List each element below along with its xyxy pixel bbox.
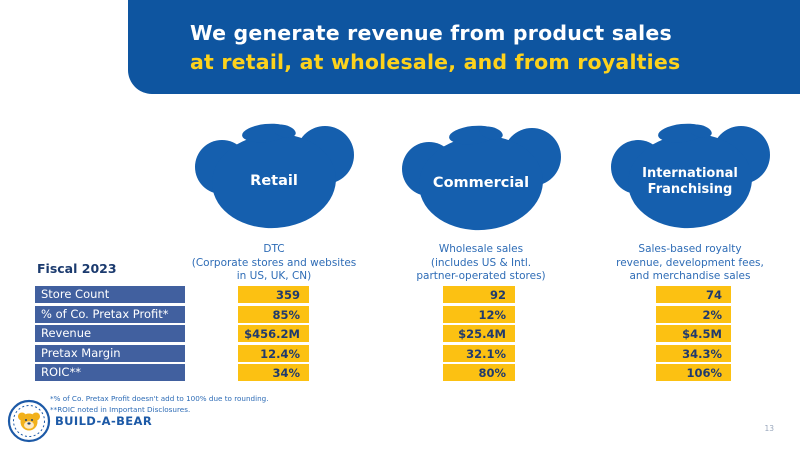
value-commercial-roic: 80% (443, 364, 515, 381)
value-retail-pretax-profit-pct: 85% (238, 305, 309, 323)
value-commercial-pretax-profit-pct: 12% (443, 305, 515, 323)
metric-label-revenue: Revenue (35, 325, 185, 342)
footnote-roic: **ROIC noted in Important Disclosures. (50, 404, 191, 414)
slide-title-line1: We generate revenue from product sales (190, 21, 672, 45)
segment-description-international: Sales-based royalty revenue, development… (616, 243, 764, 283)
value-retail-store-count: 359 (238, 286, 309, 303)
value-commercial-revenue: $25.4M (443, 325, 515, 342)
build-a-bear-logo-icon (7, 399, 51, 443)
segment-description-commercial: Wholesale sales (includes US & Intl. par… (416, 243, 546, 283)
slide-title-line2: at retail, at wholesale, and from royalt… (190, 50, 681, 74)
metric-label-roic: ROIC** (35, 364, 185, 381)
segment-description-retail: DTC (Corporate stores and websites in US… (191, 243, 357, 283)
value-retail-roic: 34% (238, 364, 309, 381)
page-number: 13 (764, 424, 774, 433)
footnotes: *% of Co. Pretax Profit doesn't add to 1… (50, 394, 269, 416)
segment-name-retail: Retail (250, 172, 298, 189)
value-international-store-count: 74 (656, 286, 731, 303)
value-international-pretax-margin: 34.3% (656, 344, 731, 362)
value-commercial-store-count: 92 (443, 286, 515, 303)
value-commercial-pretax-margin: 32.1% (443, 344, 515, 362)
segment-commercial: Commercial (399, 119, 563, 231)
metric-label-pretax-margin: Pretax Margin (35, 344, 185, 362)
segment-name-commercial: Commercial (432, 174, 530, 191)
value-retail-revenue: $456.2M (238, 325, 309, 342)
brand-wordmark: BUILD-A-BEAR (55, 414, 153, 428)
values-column-retail: 359 85% $456.2M 12.4% 34% (238, 286, 309, 381)
segment-international-franchising: International Franchising (608, 117, 772, 229)
values-column-international: 74 2% $4.5M 34.3% 106% (656, 286, 731, 381)
metric-label-store-count: Store Count (35, 286, 185, 303)
bear-head-icon (402, 125, 561, 231)
bear-head-icon (195, 123, 354, 229)
metric-labels-column: Store Count % of Co. Pretax Profit* Reve… (35, 286, 185, 381)
segment-name-international-franchising: International Franchising (642, 165, 738, 197)
value-international-roic: 106% (656, 364, 731, 381)
header-banner: We generate revenue from product sales a… (128, 0, 800, 94)
bear-head-icon (611, 123, 770, 229)
fiscal-year-label: Fiscal 2023 (37, 261, 117, 276)
value-retail-pretax-margin: 12.4% (238, 344, 309, 362)
metric-label-pretax-profit-pct: % of Co. Pretax Profit* (35, 305, 185, 323)
value-international-pretax-profit-pct: 2% (656, 305, 731, 323)
footnote-pretax-profit: *% of Co. Pretax Profit doesn't add to 1… (50, 394, 269, 403)
value-international-revenue: $4.5M (656, 325, 731, 342)
values-column-commercial: 92 12% $25.4M 32.1% 80% (443, 286, 515, 381)
segment-retail: Retail (192, 117, 356, 229)
